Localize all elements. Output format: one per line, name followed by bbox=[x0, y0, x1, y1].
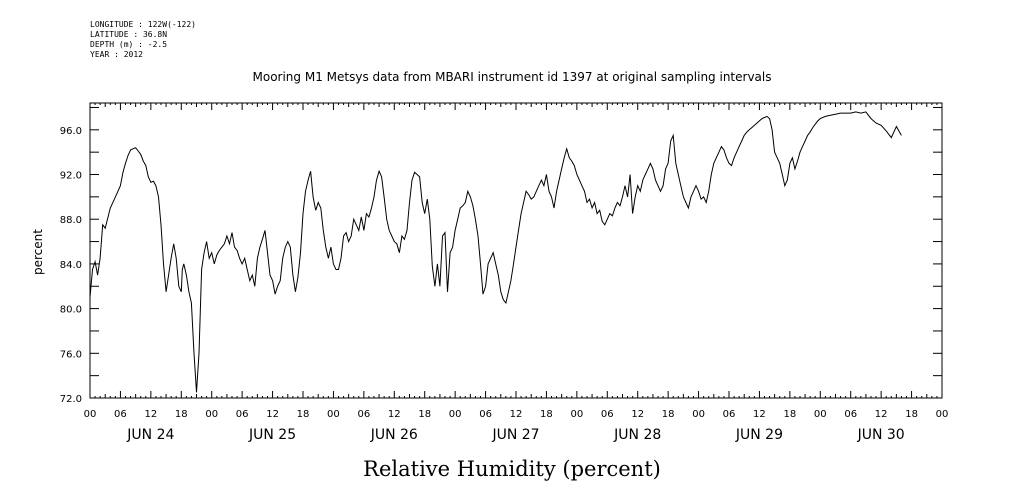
x-tick-label: 18 bbox=[297, 409, 310, 420]
x-tick-label: 12 bbox=[631, 409, 644, 420]
year-text: YEAR : 2012 bbox=[90, 50, 143, 59]
x-tick-label: 12 bbox=[388, 409, 401, 420]
x-tick-label: 00 bbox=[814, 409, 827, 420]
y-tick-label: 88.0 bbox=[60, 215, 82, 226]
longitude-text: LONGITUDE : 122W(-122) bbox=[90, 20, 196, 29]
day-label: JUN 28 bbox=[613, 427, 661, 443]
x-tick-label: 06 bbox=[601, 409, 614, 420]
x-tick-label: 12 bbox=[510, 409, 523, 420]
day-label: JUN 27 bbox=[491, 427, 539, 443]
x-tick-label: 12 bbox=[144, 409, 157, 420]
depth-text: DEPTH (m) : -2.5 bbox=[90, 40, 168, 49]
axis-ticks bbox=[89, 103, 943, 399]
x-tick-label: 00 bbox=[936, 409, 949, 420]
x-tick-label: 12 bbox=[875, 409, 888, 420]
x-tick-label: 12 bbox=[753, 409, 766, 420]
metadata-block: LONGITUDE : 122W(-122) LATITUDE : 36.8N … bbox=[90, 20, 196, 60]
day-label: JUN 29 bbox=[735, 427, 783, 443]
x-tick-label: 06 bbox=[236, 409, 249, 420]
x-tick-label: 12 bbox=[266, 409, 279, 420]
day-label: JUN 24 bbox=[126, 427, 174, 443]
latitude-text: LATITUDE : 36.8N bbox=[90, 30, 168, 39]
x-tick-label: 06 bbox=[357, 409, 370, 420]
x-tick-label: 00 bbox=[692, 409, 705, 420]
series-line-relative-humidity bbox=[89, 111, 902, 393]
x-tick-label: 18 bbox=[905, 409, 918, 420]
y-tick-label: 76.0 bbox=[60, 349, 82, 360]
y-tick-label: 96.0 bbox=[60, 126, 82, 137]
day-label: JUN 30 bbox=[857, 427, 905, 443]
y-tick-label: 72.0 bbox=[60, 394, 82, 405]
x-tick-label: 18 bbox=[783, 409, 796, 420]
y-axis-label: percent bbox=[31, 229, 45, 275]
x-tick-label: 00 bbox=[449, 409, 462, 420]
x-tick-label: 06 bbox=[723, 409, 736, 420]
chart-title: Mooring M1 Metsys data from MBARI instru… bbox=[253, 70, 772, 84]
x-tick-label: 00 bbox=[205, 409, 218, 420]
x-tick-label: 18 bbox=[175, 409, 188, 420]
day-label: JUN 25 bbox=[248, 427, 296, 443]
axis-tick-labels: 72.0 76.0 80.0 84.0 88.0 92.0 96.0 00 06 12 18 00 06… bbox=[60, 126, 949, 443]
x-tick-label: 18 bbox=[540, 409, 553, 420]
x-tick-label: 06 bbox=[114, 409, 127, 420]
x-tick-label: 06 bbox=[844, 409, 857, 420]
y-tick-label: 84.0 bbox=[60, 260, 82, 271]
day-label: JUN 26 bbox=[370, 427, 418, 443]
y-tick-label: 80.0 bbox=[60, 305, 82, 316]
x-tick-label: 00 bbox=[84, 409, 97, 420]
x-axis-label: Relative Humidity (percent) bbox=[363, 457, 661, 481]
x-tick-label: 18 bbox=[418, 409, 431, 420]
x-tick-label: 00 bbox=[327, 409, 340, 420]
x-tick-label: 00 bbox=[570, 409, 583, 420]
y-tick-label: 92.0 bbox=[60, 171, 82, 182]
x-tick-label: 06 bbox=[479, 409, 492, 420]
plot-frame bbox=[89, 102, 943, 399]
x-tick-label: 18 bbox=[662, 409, 675, 420]
